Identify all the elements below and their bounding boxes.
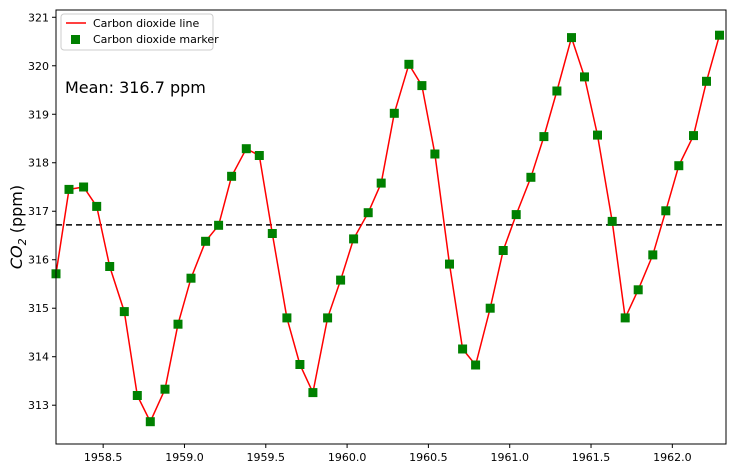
y-axis-label-subscript: 2	[16, 238, 29, 245]
co2-marker	[145, 417, 155, 427]
co2-marker	[295, 360, 305, 369]
co2-marker	[64, 184, 74, 194]
co2-marker	[363, 208, 373, 218]
x-tick-label: 1960.5	[409, 451, 448, 464]
x-tick-label: 1960.0	[328, 451, 367, 464]
co2-line	[55, 34, 721, 424]
legend-entry-marker: Carbon dioxide marker	[93, 33, 219, 46]
co2-marker	[282, 313, 292, 323]
co2-marker	[349, 234, 359, 244]
co2-marker	[485, 303, 495, 313]
co2-marker	[526, 172, 536, 182]
co2-marker	[186, 273, 196, 283]
y-tick-label: 318	[28, 157, 49, 170]
co2-marker	[430, 149, 440, 159]
x-tick-label: 1959.0	[165, 451, 204, 464]
y-tick-label: 320	[28, 60, 49, 73]
x-tick-label: 1961.5	[572, 451, 611, 464]
co2-marker	[661, 206, 671, 216]
co2-marker	[689, 131, 698, 141]
y-tick-label: 321	[28, 11, 49, 24]
co2-marker	[702, 76, 711, 86]
y-axis-label-units: (ppm)	[7, 185, 26, 238]
co2-marker	[458, 344, 468, 354]
co2-marker	[593, 130, 602, 140]
x-tick-label: 1962.0	[653, 451, 692, 464]
co2-marker	[79, 182, 89, 192]
co2-marker	[160, 384, 170, 394]
co2-marker	[498, 246, 508, 255]
y-axis: 313 314 315 316 317 318 319 320 321	[28, 11, 56, 412]
co2-marker	[445, 259, 454, 269]
co2-marker	[511, 210, 521, 220]
co2-marker	[241, 144, 251, 154]
co2-marker	[567, 33, 576, 43]
co2-marker	[132, 391, 142, 400]
co2-marker	[92, 201, 102, 211]
co2-marker	[674, 161, 684, 171]
co2-marker	[119, 307, 129, 317]
co2-marker	[471, 360, 481, 370]
legend-box	[60, 13, 214, 51]
legend: Carbon dioxide line Carbon dioxide marke…	[60, 13, 219, 51]
x-tick-label: 1958.5	[84, 451, 123, 464]
series-layer	[51, 30, 724, 427]
co2-marker	[201, 236, 211, 246]
co2-marker	[214, 220, 224, 230]
y-tick-label: 315	[28, 302, 49, 315]
x-axis: 1958.5 1959.0 1959.5 1960.0 1960.5 1961.0 1961…	[84, 444, 692, 464]
legend-entry-line: Carbon dioxide line	[93, 17, 199, 30]
x-tick-label: 1961.0	[490, 451, 529, 464]
co2-marker	[389, 108, 399, 118]
legend-marker-swatch	[71, 35, 80, 44]
co2-marker	[552, 86, 562, 96]
co2-marker	[323, 313, 333, 323]
co2-marker	[633, 285, 643, 295]
co2-marker	[417, 81, 427, 91]
co2-marker	[580, 72, 589, 82]
mean-annotation: Mean: 316.7 ppm	[65, 78, 206, 97]
co2-marker	[376, 178, 386, 188]
y-tick-label: 317	[28, 205, 49, 218]
co2-marker	[173, 319, 183, 329]
co2-marker	[105, 262, 115, 271]
y-tick-label: 319	[28, 108, 49, 121]
co2-marker	[336, 275, 346, 285]
co2-marker	[267, 229, 277, 238]
co2-marker	[404, 59, 414, 69]
y-tick-label: 316	[28, 254, 49, 267]
y-axis-label-main: CO	[7, 245, 26, 269]
co2-marker	[620, 313, 630, 323]
co2-marker	[227, 171, 237, 181]
plot-frame	[55, 9, 727, 445]
co2-marker	[254, 151, 264, 160]
co2-marker	[308, 388, 318, 398]
y-tick-label: 314	[28, 351, 49, 364]
x-tick-label: 1959.5	[247, 451, 286, 464]
co2-marker	[539, 132, 549, 142]
y-axis-label: CO2 (ppm)	[7, 185, 29, 269]
y-tick-label: 313	[28, 399, 49, 412]
co2-marker	[648, 250, 658, 260]
co2-marker	[715, 30, 724, 40]
co2-marker	[607, 216, 617, 226]
